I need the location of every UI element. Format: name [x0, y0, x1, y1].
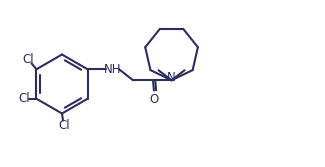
Text: NH: NH	[104, 63, 122, 76]
Text: Cl: Cl	[22, 53, 34, 66]
Text: O: O	[150, 93, 159, 106]
Text: Cl: Cl	[58, 119, 70, 132]
Text: Cl: Cl	[19, 92, 30, 105]
Text: N: N	[167, 71, 176, 84]
